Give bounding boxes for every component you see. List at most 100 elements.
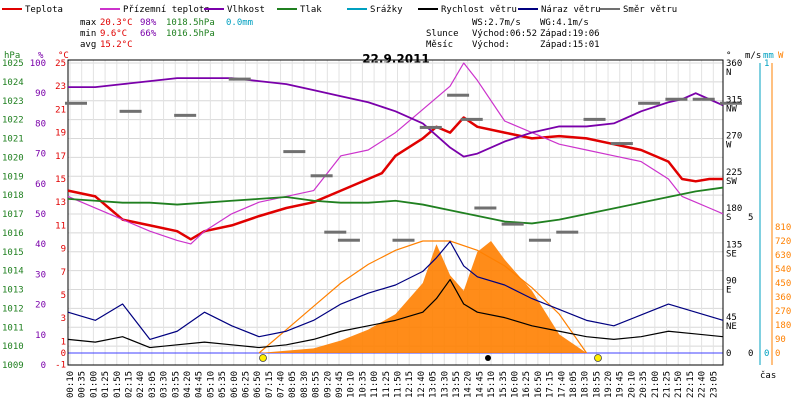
x-tick-label: 21:50 <box>674 371 684 398</box>
wind-direction-mark <box>556 230 579 234</box>
series-solar-radiation <box>259 241 587 353</box>
x-tick-label: 21:00 <box>651 371 661 398</box>
wind-direction-mark <box>228 77 251 81</box>
tick-label-dir: 315 <box>726 95 742 105</box>
series-line-1 <box>67 62 724 245</box>
tick-label-degc: 5 <box>61 291 66 301</box>
x-tick-label: 08:55 <box>312 371 322 398</box>
x-tick-label: 05:35 <box>218 371 228 398</box>
x-tick-label: 13:55 <box>452 371 462 398</box>
x-tick-label: 07:15 <box>265 371 275 398</box>
x-tick-label: 06:50 <box>253 371 263 398</box>
x-tick-label: 16:00 <box>510 371 520 398</box>
legend-label: Náraz větru <box>541 5 601 15</box>
wind-direction-mark <box>310 174 333 178</box>
legend-item-tlak: Tlak <box>277 5 322 15</box>
x-tick-label: 03:05 <box>148 371 158 398</box>
x-tick-label: 13:05 <box>429 371 439 398</box>
stat-avg-temp: 15.2°C <box>100 40 133 50</box>
wind-direction-mark <box>474 206 497 210</box>
x-tick-label: 16:25 <box>522 371 532 398</box>
plot-frame <box>67 59 724 366</box>
tick-label-degc: 13 <box>55 198 66 208</box>
legend-label: Rychlost větru <box>441 5 517 15</box>
tick-label-pct: 30 <box>35 270 46 280</box>
tick-label-degc: 3 <box>61 314 66 324</box>
x-axis: 00:10 00:35 01:00 01:25 01:50 02:15 02:40 03:05… <box>66 371 719 398</box>
wind-direction-mark <box>283 150 306 154</box>
wind-direction-mark <box>460 117 483 121</box>
stat-min-hum: 66% <box>140 29 157 39</box>
x-tick-label: 03:30 <box>160 371 170 398</box>
tick-label-w: 630 <box>775 251 791 261</box>
wind-direction-mark <box>501 222 524 226</box>
wind-direction-mark <box>392 238 415 242</box>
x-tick-label: 11:00 <box>370 371 380 398</box>
x-tick-label: 13:30 <box>440 371 450 398</box>
x-tick-label: 09:45 <box>335 371 345 398</box>
legend-label: Srážky <box>370 5 403 15</box>
tick-label-hpa: 1015 <box>2 248 24 258</box>
x-tick-label: 01:25 <box>101 371 111 398</box>
wind-direction-mark <box>720 101 742 105</box>
solar-layer <box>258 240 588 354</box>
tick-label-w: 90 <box>775 335 786 345</box>
tick-label-degc: 19 <box>55 129 66 139</box>
tick-label-pct: 90 <box>35 89 46 99</box>
unit-ms: m/s <box>745 51 761 61</box>
x-tick-label: 03:55 <box>171 371 181 398</box>
x-tick-label: 20:35 <box>639 371 649 398</box>
tick-label-dir: 135 <box>726 240 742 250</box>
wind-speed-info: WS:2.7m/s <box>472 18 521 28</box>
x-tick-label: 12:40 <box>417 371 427 398</box>
x-tick-label: 06:25 <box>241 371 251 398</box>
wind-direction-mark <box>638 101 661 105</box>
x-tick-label: 09:20 <box>323 371 333 398</box>
tick-label-hpa: 1023 <box>2 97 24 107</box>
tick-label-degc: 0 <box>61 349 66 359</box>
axes-layer: 1009101010111012101310141015101610171018… <box>2 59 791 371</box>
tick-label-w: 0 <box>775 349 780 359</box>
x-tick-label: 14:20 <box>464 371 474 398</box>
x-tick-label: 11:50 <box>394 371 404 398</box>
axis-unit-headers: hPa % °C ° m/s mm W <box>4 51 784 61</box>
legend-item-smer-vetru: Směr větru <box>600 5 677 15</box>
sunset-marker <box>594 354 602 362</box>
wind-direction-mark <box>583 117 606 121</box>
x-tick-label: 15:35 <box>499 371 509 398</box>
tick-label-w: 180 <box>775 321 791 331</box>
tick-label-dir-name: SE <box>726 249 737 259</box>
tick-label-pct: 60 <box>35 180 46 190</box>
legend-item-rychlost-vetru: Rychlost větru <box>418 5 517 15</box>
legend: Teplota Přízemní teplota Vlhkost Tlak Sr… <box>2 5 677 15</box>
stat-avg-label: avg <box>80 40 96 50</box>
tick-label-w: 720 <box>775 237 791 247</box>
stats-block: max 20.3°C 98% 1018.5hPa 0.0mm min 9.6°C… <box>80 18 253 50</box>
x-tick-label: 18:30 <box>581 371 591 398</box>
legend-label: Tlak <box>300 5 322 15</box>
unit-hpa: hPa <box>4 51 20 61</box>
tick-label-dir-name: NW <box>726 104 737 114</box>
tick-label-w: 270 <box>775 307 791 317</box>
legend-item-srazky: Srážky <box>347 5 403 15</box>
tick-label-hpa: 1012 <box>2 304 24 314</box>
series-layer <box>65 62 742 362</box>
x-tick-label: 00:35 <box>78 371 88 398</box>
sunset: Západ:19:06 <box>540 29 600 39</box>
unit-mm: mm <box>763 51 774 61</box>
tick-label-degc: 17 <box>55 152 66 162</box>
x-tick-label: 23:05 <box>709 371 719 398</box>
stat-max-rain: 0.0mm <box>226 18 253 28</box>
series-line-5 <box>67 240 724 340</box>
tick-label-hpa: 1017 <box>2 210 24 220</box>
tick-label-dir-name: W <box>726 141 732 151</box>
tick-label-hpa: 1022 <box>2 116 24 126</box>
stat-min-label: min <box>80 29 96 39</box>
tick-label-dir: 270 <box>726 132 742 142</box>
unit-deg: ° <box>726 51 731 61</box>
x-tick-label: 02:40 <box>136 371 146 398</box>
x-tick-label: 08:30 <box>300 371 310 398</box>
legend-item-prizemni-teplota: Přízemní teplota <box>100 5 210 15</box>
x-tick-label: 05:10 <box>206 371 216 398</box>
tick-label-pct: 20 <box>35 301 46 311</box>
